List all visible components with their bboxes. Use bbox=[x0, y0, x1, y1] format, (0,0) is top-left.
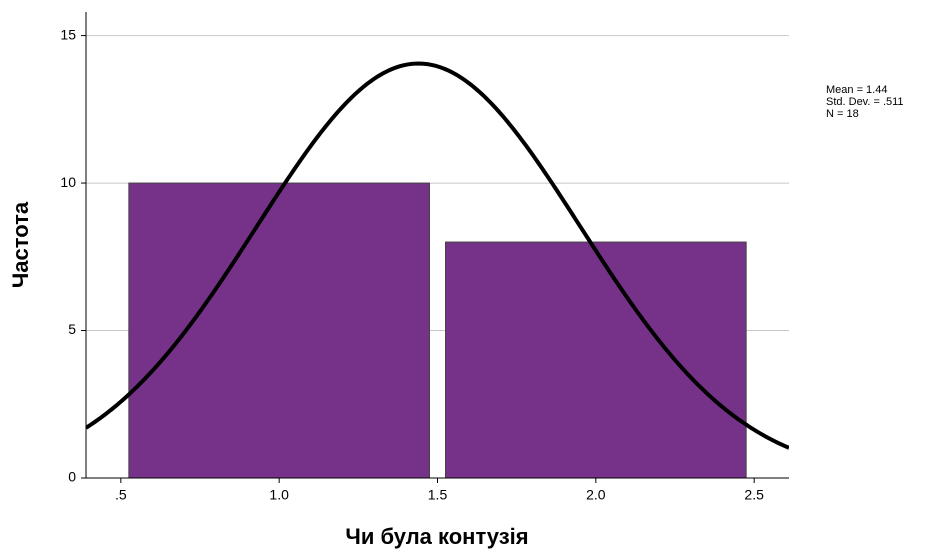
bar bbox=[128, 182, 430, 479]
y-tick-label: 0 bbox=[68, 469, 76, 485]
x-tick-label: 1.5 bbox=[428, 487, 448, 503]
annotation: Mean = 1.44 bbox=[826, 84, 887, 96]
y-tick-label: 10 bbox=[60, 174, 76, 190]
normal-curve bbox=[86, 61, 789, 450]
bar bbox=[445, 241, 747, 479]
y-axis-label: Частота bbox=[8, 201, 33, 288]
y-tick-label: 15 bbox=[60, 26, 76, 42]
x-tick-label: 1.0 bbox=[269, 487, 289, 503]
x-tick-label: 2.0 bbox=[586, 487, 606, 503]
x-axis-label: Чи була контузія bbox=[345, 524, 528, 549]
y-tick-label: 5 bbox=[68, 321, 76, 337]
x-tick-label: 2.5 bbox=[744, 487, 764, 503]
annotation: N = 18 bbox=[826, 108, 859, 120]
annotation: Std. Dev. = .511 bbox=[826, 96, 904, 108]
x-tick-label: .5 bbox=[115, 487, 127, 503]
